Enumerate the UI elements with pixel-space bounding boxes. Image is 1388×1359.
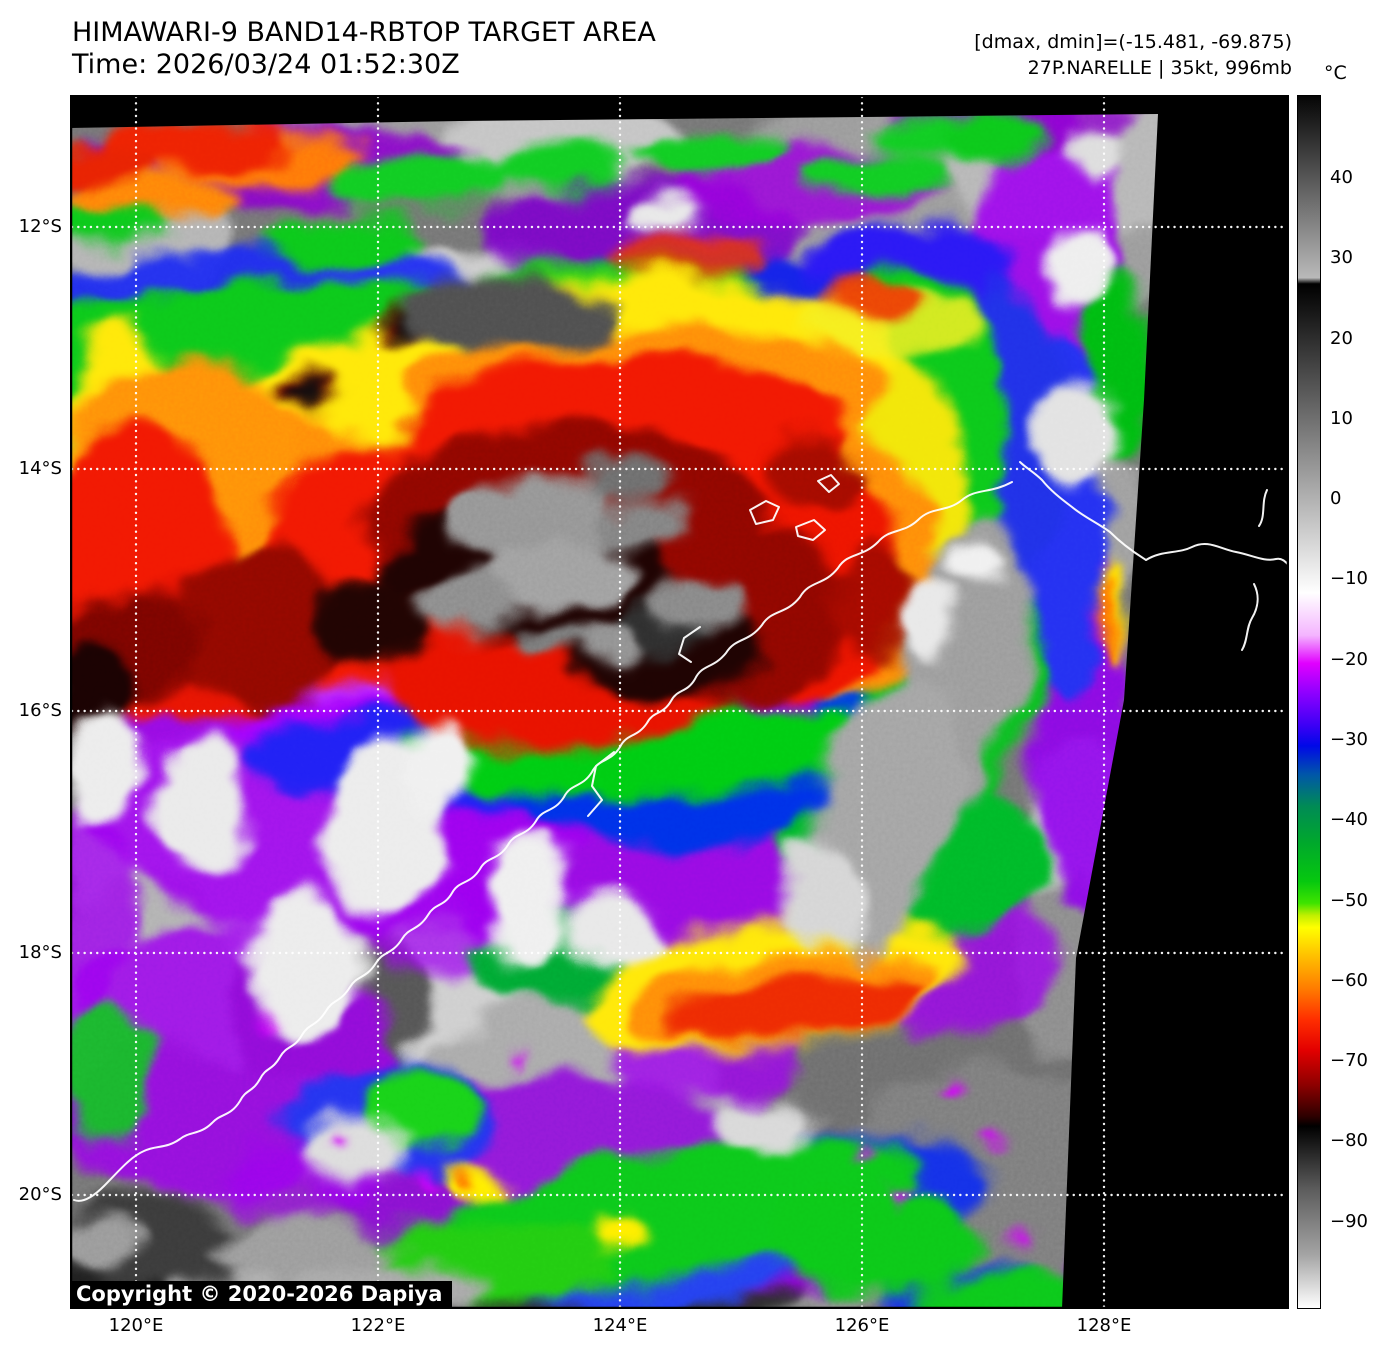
satellite-image-svg bbox=[70, 95, 1289, 1309]
lat-tick-label: 20°S bbox=[18, 1184, 62, 1205]
coastline bbox=[73, 461, 1289, 1202]
storm-info-label: 27P.NARELLE | 35kt, 996mb bbox=[1027, 57, 1292, 79]
lat-tick-label: 18°S bbox=[18, 942, 62, 963]
colorbar-tick-label: −30 bbox=[1330, 729, 1368, 750]
graticule-grid bbox=[70, 95, 1289, 1309]
lat-tick-label: 12°S bbox=[18, 216, 62, 237]
colorbar-tick-label: −70 bbox=[1330, 1050, 1368, 1071]
lon-tick-label: 128°E bbox=[1076, 1315, 1132, 1336]
lon-tick-label: 120°E bbox=[108, 1315, 164, 1336]
colorbar-tick-label: 0 bbox=[1330, 488, 1342, 509]
colorbar-tick-label: −20 bbox=[1330, 649, 1368, 670]
celsius-unit-label: °C bbox=[1324, 62, 1347, 84]
map-frame bbox=[70, 95, 1289, 1309]
colorbar-tick-label: 10 bbox=[1330, 408, 1353, 429]
colorbar-tick-label: −10 bbox=[1330, 568, 1368, 589]
dmax-dmin-label: [dmax, dmin]=(-15.481, -69.875) bbox=[974, 31, 1292, 53]
lat-tick-label: 14°S bbox=[18, 458, 62, 479]
satellite-map: Copyright © 2020-2026 Dapiya bbox=[70, 95, 1289, 1309]
colorbar-tick-label: −90 bbox=[1330, 1211, 1368, 1232]
lon-tick-label: 124°E bbox=[592, 1315, 648, 1336]
copyright-badge: Copyright © 2020-2026 Dapiya bbox=[70, 1281, 453, 1308]
colorbar-gradient bbox=[1297, 95, 1321, 1309]
lat-tick-label: 16°S bbox=[18, 700, 62, 721]
timestamp-label: Time: 2026/03/24 01:52:30Z bbox=[72, 49, 460, 80]
colorbar-tick-label: −60 bbox=[1330, 970, 1368, 991]
colorbar-tick-label: 40 bbox=[1330, 167, 1353, 188]
lon-tick-label: 122°E bbox=[350, 1315, 406, 1336]
colorbar-tick-label: −50 bbox=[1330, 890, 1368, 911]
colorbar-tick-label: −80 bbox=[1330, 1130, 1368, 1151]
colorbar-tick-label: −40 bbox=[1330, 809, 1368, 830]
colorbar-tick-label: 30 bbox=[1330, 247, 1353, 268]
colorbar-tick-label: 20 bbox=[1330, 328, 1353, 349]
lon-tick-label: 126°E bbox=[834, 1315, 890, 1336]
page-title: HIMAWARI-9 BAND14-RBTOP TARGET AREA bbox=[72, 17, 656, 48]
